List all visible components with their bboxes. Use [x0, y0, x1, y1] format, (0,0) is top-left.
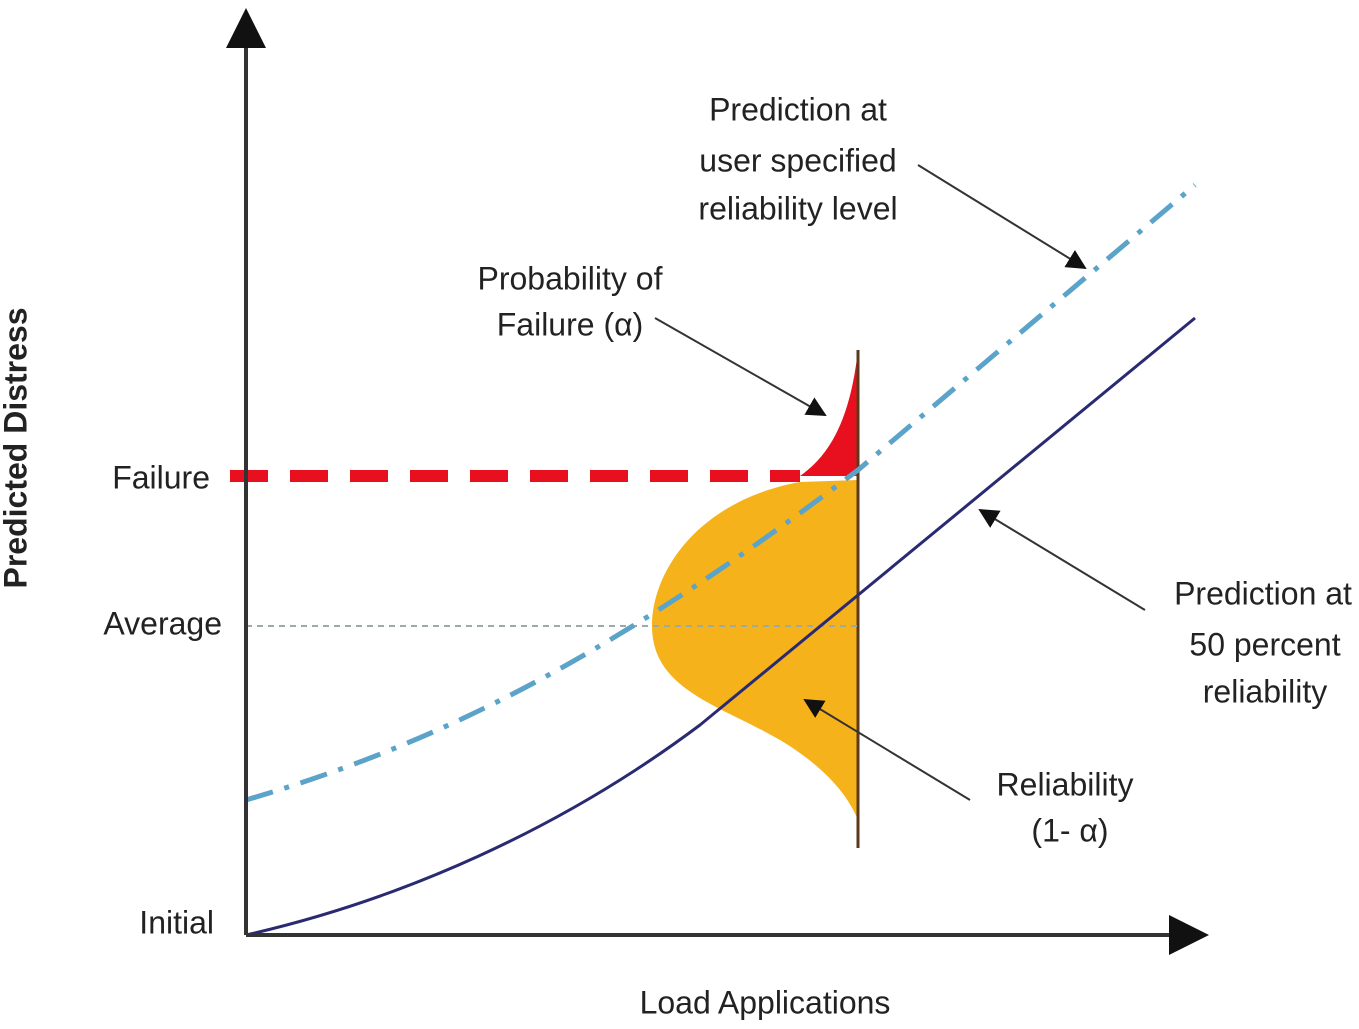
- leader-line: [917, 164, 1087, 270]
- average-curve: [245, 316, 1196, 937]
- annotation: reliability level: [698, 190, 897, 226]
- x-axis-label: Load Applications: [640, 984, 891, 1020]
- reliability-curve: [245, 183, 1197, 803]
- annotation: Prediction at: [1174, 575, 1352, 611]
- annotation: 50 percent: [1189, 626, 1340, 662]
- level-label: Initial: [139, 904, 214, 940]
- annotation: (1- α): [1031, 812, 1108, 848]
- annotation: reliability: [1203, 673, 1327, 709]
- annotation: Prediction at: [709, 91, 887, 127]
- leader-line: [654, 317, 827, 416]
- annotation: Probability of: [478, 260, 663, 296]
- annotation: Failure (α): [497, 306, 644, 342]
- level-label: Failure: [112, 459, 210, 495]
- reliability-area: [652, 480, 858, 820]
- annotation: Reliability: [997, 766, 1134, 802]
- annotation: user specified: [699, 142, 896, 178]
- y-axis-label: Predicted Distress: [0, 307, 33, 588]
- leader-line: [803, 698, 971, 801]
- level-label: Average: [103, 605, 222, 641]
- failure-area: [800, 350, 858, 476]
- leader-line: [978, 508, 1146, 611]
